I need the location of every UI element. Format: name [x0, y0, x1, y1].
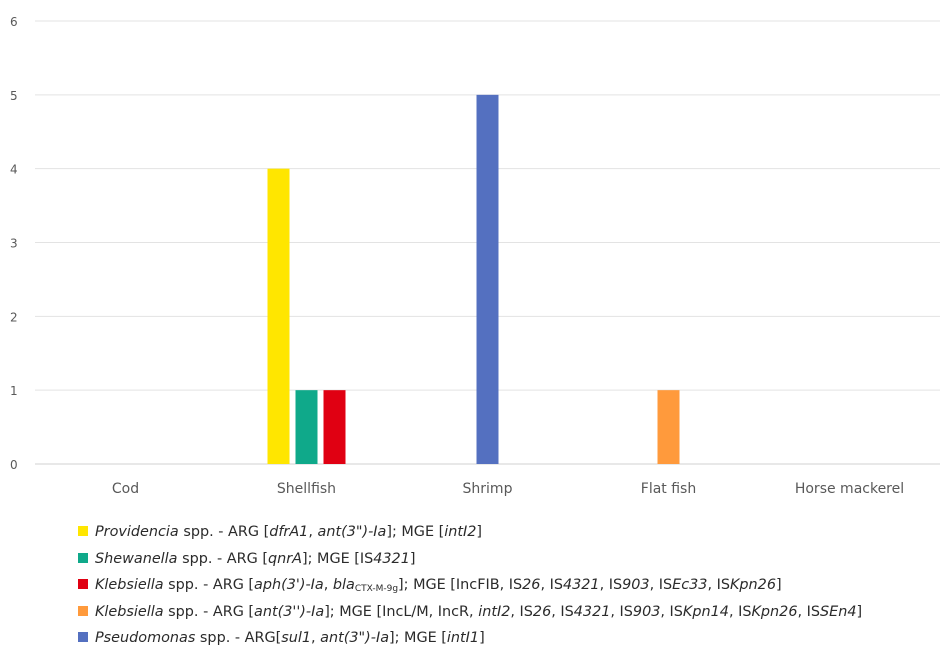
- x-tick-label: Shellfish: [277, 481, 336, 497]
- legend-swatch-klebsiella-2: [78, 605, 88, 616]
- bar: [295, 390, 318, 464]
- y-tick-label: 3: [10, 237, 18, 251]
- legend-item-providencia: Providencia spp. - ARG [dfrA1, ant(3")-I…: [78, 519, 862, 546]
- bar: [323, 390, 346, 464]
- bar: [476, 94, 499, 464]
- legend: Providencia spp. - ARG [dfrA1, ant(3")-I…: [78, 519, 862, 652]
- legend-genus: Klebsiella: [95, 603, 164, 620]
- legend-item-klebsiella-1: Klebsiella spp. - ARG [aph(3')-Ia, blaCT…: [78, 572, 862, 599]
- x-tick-label: Horse mackerel: [795, 481, 904, 497]
- legend-swatch-providencia: [78, 526, 88, 536]
- legend-genus: Pseudomonas: [95, 630, 196, 647]
- y-tick-label: 1: [10, 384, 18, 398]
- legend-genus: Providencia: [95, 524, 179, 540]
- legend-item-shewanella: Shewanella spp. - ARG [qnrA]; MGE [IS432…: [78, 546, 862, 573]
- legend-item-pseudomonas: Pseudomonas spp. - ARG[sul1, ant(3")-Ia]…: [78, 625, 862, 652]
- x-tick-label: Shrimp: [463, 481, 513, 497]
- bar: [657, 390, 680, 464]
- legend-swatch-shewanella: [78, 552, 88, 563]
- bars: [267, 94, 680, 464]
- y-tick-label: 4: [10, 163, 18, 177]
- y-axis-ticks: 0 1 2 3 4 5 6: [10, 15, 18, 472]
- legend-genus: Shewanella: [95, 550, 178, 567]
- x-tick-label: Cod: [112, 481, 139, 497]
- legend-swatch-klebsiella-1: [78, 579, 88, 590]
- y-tick-label: 0: [10, 458, 18, 472]
- y-tick-label: 5: [10, 89, 18, 103]
- legend-genus: Klebsiella: [95, 577, 164, 594]
- legend-swatch-pseudomonas: [78, 632, 88, 643]
- legend-item-klebsiella-2: Klebsiella spp. - ARG [ant(3'')-Ia]; MGE…: [78, 599, 862, 626]
- x-tick-label: Flat fish: [641, 481, 696, 497]
- y-tick-label: 6: [10, 15, 18, 29]
- y-tick-label: 2: [10, 310, 18, 324]
- x-axis-ticks: Cod Shellfish Shrimp Flat fish Horse mackere…: [112, 481, 904, 497]
- bar-chart: 0 1 2 3 4 5 6 Cod Shellfish Shrimp Flat fish Horse…: [10, 15, 940, 497]
- bar: [267, 168, 290, 464]
